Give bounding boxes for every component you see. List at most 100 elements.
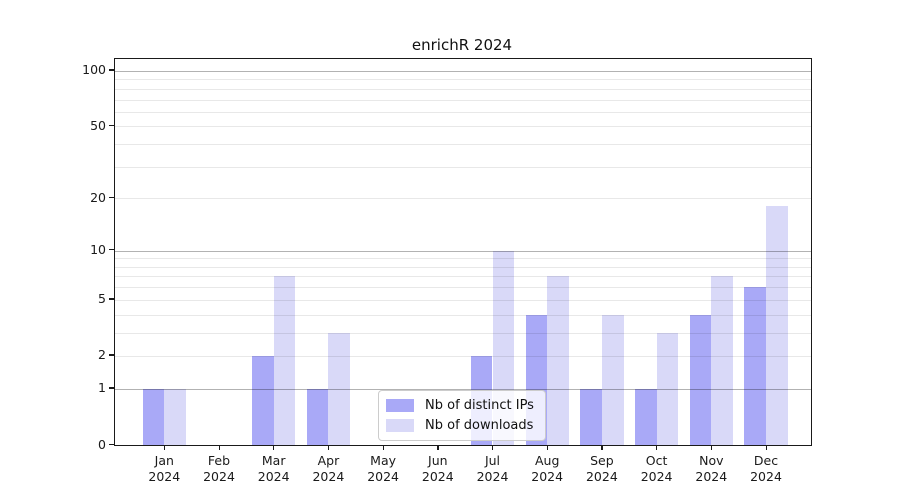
chart-title: enrichR 2024 xyxy=(411,36,513,54)
bar-nb-of-distinct-ips-sep xyxy=(580,388,602,445)
y-tick-label-20: 20 xyxy=(90,189,106,205)
y-tick-mark xyxy=(109,249,114,251)
x-tick-label-dec: Dec 2024 xyxy=(731,453,801,484)
y-tick-mark xyxy=(109,298,114,300)
gridline-minor-8 xyxy=(115,266,811,268)
legend-entry-nb-of-downloads: Nb of downloads xyxy=(386,418,534,433)
y-tick-label-10: 10 xyxy=(90,242,106,258)
bar-nb-of-distinct-ips-jan xyxy=(142,388,165,445)
legend-swatch-nb-of-distinct-ips xyxy=(386,399,414,412)
bar-nb-of-distinct-ips-oct xyxy=(634,388,657,445)
gridline-minor-50 xyxy=(115,126,811,128)
gridline-minor-30 xyxy=(115,166,811,168)
x-tick-mark xyxy=(437,445,439,451)
x-tick-mark xyxy=(218,445,220,451)
x-tick-month: Dec xyxy=(753,453,779,468)
bar-nb-of-downloads-oct xyxy=(656,332,679,445)
x-tick-year: 2024 xyxy=(640,468,673,484)
x-tick-year: 2024 xyxy=(312,468,345,484)
x-tick-year: 2024 xyxy=(531,468,564,484)
bar-nb-of-downloads-sep xyxy=(601,314,624,445)
y-tick-mark xyxy=(109,387,114,389)
y-tick-mark xyxy=(109,443,114,445)
x-tick-mark xyxy=(546,445,548,451)
gridline-minor-70 xyxy=(115,99,811,101)
y-tick-label-2: 2 xyxy=(98,347,106,363)
y-tick-label-50: 50 xyxy=(90,117,106,133)
x-tick-label-apr: Apr 2024 xyxy=(293,453,363,484)
x-tick-month: Jul xyxy=(484,453,501,468)
legend-label: Nb of downloads xyxy=(425,418,534,433)
bar-nb-of-downloads-nov xyxy=(711,276,733,445)
x-tick-mark xyxy=(492,445,494,451)
gridline-minor-9 xyxy=(115,258,811,260)
x-tick-year: 2024 xyxy=(695,468,728,484)
x-tick-year: 2024 xyxy=(585,468,618,484)
x-tick-year: 2024 xyxy=(750,468,782,484)
x-tick-month: May xyxy=(370,453,397,468)
gridline-minor-20 xyxy=(115,198,811,200)
x-tick-mark xyxy=(327,445,330,451)
y-tick-mark xyxy=(109,69,114,71)
gridline-major-10 xyxy=(115,250,811,252)
x-tick-label-jan: Jan 2024 xyxy=(129,453,199,484)
y-tick-mark xyxy=(109,354,114,356)
y-tick-mark xyxy=(109,196,114,199)
x-tick-label-may: May 2024 xyxy=(348,453,418,484)
legend: Nb of distinct IPs Nb of downloads xyxy=(378,390,546,441)
gridline-minor-7 xyxy=(115,276,811,278)
x-tick-month: Sep xyxy=(590,453,614,468)
bar-nb-of-downloads-apr xyxy=(328,332,351,445)
y-tick-mark xyxy=(109,124,114,127)
x-tick-label-aug: Aug 2024 xyxy=(512,453,582,484)
x-tick-mark xyxy=(656,445,658,451)
x-tick-mark xyxy=(382,445,384,451)
gridline-minor-60 xyxy=(115,111,811,113)
gridline-minor-6 xyxy=(115,287,811,289)
gridline-minor-5 xyxy=(115,299,811,301)
x-tick-month: Aug xyxy=(534,453,560,468)
x-tick-month: Jan xyxy=(154,453,174,468)
x-tick-month: Nov xyxy=(699,453,724,468)
x-tick-label-jun: Jun 2024 xyxy=(403,453,473,484)
x-tick-label-sep: Sep 2024 xyxy=(567,453,637,484)
x-tick-month: Apr xyxy=(317,453,340,468)
x-tick-year: 2024 xyxy=(148,468,181,484)
gridline-minor-40 xyxy=(115,144,811,146)
bar-nb-of-downloads-mar xyxy=(273,276,296,445)
bar-nb-of-distinct-ips-mar xyxy=(252,355,274,445)
x-tick-label-mar: Mar 2024 xyxy=(239,453,309,484)
plot-area xyxy=(114,58,812,446)
x-tick-month: Feb xyxy=(207,453,231,468)
x-tick-month: Jun xyxy=(428,453,448,468)
bar-nb-of-downloads-aug xyxy=(547,276,569,445)
y-tick-label-0: 0 xyxy=(98,436,106,452)
x-tick-year: 2024 xyxy=(203,468,235,484)
y-tick-label-1: 1 xyxy=(98,380,106,396)
gridline-minor-80 xyxy=(115,88,811,90)
y-tick-label-100: 100 xyxy=(82,62,106,78)
x-tick-label-nov: Nov 2024 xyxy=(676,453,746,484)
x-tick-label-feb: Feb 2024 xyxy=(184,453,254,484)
x-tick-month: Oct xyxy=(645,453,668,468)
bar-nb-of-downloads-dec xyxy=(766,206,788,445)
x-tick-year: 2024 xyxy=(421,468,454,484)
legend-entry-nb-of-distinct-ips: Nb of distinct IPs xyxy=(386,398,534,413)
x-tick-mark xyxy=(765,445,767,451)
bar-nb-of-distinct-ips-nov xyxy=(689,314,712,445)
bar-nb-of-downloads-jan xyxy=(164,388,186,445)
bar-nb-of-distinct-ips-apr xyxy=(306,388,329,445)
x-tick-mark xyxy=(273,445,275,451)
x-tick-year: 2024 xyxy=(257,468,290,484)
x-tick-year: 2024 xyxy=(476,468,509,484)
legend-swatch-nb-of-downloads xyxy=(386,419,414,432)
x-tick-mark xyxy=(601,445,603,451)
gridline-major-100 xyxy=(115,70,811,72)
x-tick-label-jul: Jul 2024 xyxy=(458,453,528,484)
bar-nb-of-distinct-ips-dec xyxy=(744,287,766,445)
y-tick-label-5: 5 xyxy=(98,291,106,307)
legend-label: Nb of distinct IPs xyxy=(425,398,534,413)
x-tick-year: 2024 xyxy=(367,468,399,484)
x-tick-mark xyxy=(163,445,166,451)
x-tick-label-oct: Oct 2024 xyxy=(622,453,692,484)
